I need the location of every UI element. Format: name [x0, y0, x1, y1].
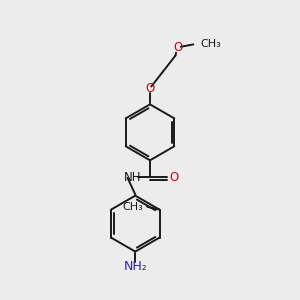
- Text: O: O: [173, 41, 182, 54]
- Text: CH₃: CH₃: [122, 202, 143, 212]
- Text: CH₃: CH₃: [200, 39, 221, 50]
- Text: NH: NH: [124, 171, 141, 184]
- Text: O: O: [146, 82, 154, 95]
- Text: NH₂: NH₂: [123, 260, 147, 273]
- Text: O: O: [169, 171, 178, 184]
